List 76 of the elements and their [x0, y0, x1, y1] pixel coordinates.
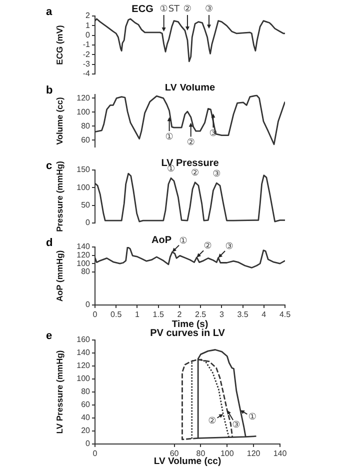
x-tick-label: 0: [92, 310, 98, 320]
y-tick-label: 80: [81, 121, 91, 130]
text: b: [46, 84, 53, 97]
x-tick-label: 120: [246, 449, 261, 458]
y-tick-label: 0: [86, 218, 91, 228]
x-tick-label: 0: [92, 449, 98, 458]
y-tick-label: 100: [76, 258, 91, 268]
x-tick-label: 60: [170, 449, 180, 458]
x-tick-label: 1.5: [152, 310, 164, 320]
text: c: [46, 160, 52, 172]
x-tick-label: 100: [220, 449, 234, 458]
y-tick-label: 60: [81, 135, 91, 144]
y-tick-label: -3: [82, 60, 91, 69]
y-tick-label: 160: [76, 335, 91, 344]
annotation: ②: [191, 168, 200, 179]
x-tick-label: 3: [219, 310, 224, 320]
y-tick-label: 50: [81, 200, 91, 210]
y-tick-label: 1: [86, 20, 91, 30]
y-tick-label: -2: [82, 50, 91, 59]
y-axis-title: Pressure (mmHg): [54, 160, 64, 232]
y-tick-label: 0: [86, 439, 91, 448]
annotation: ST: [168, 4, 180, 14]
annotation: ③: [204, 4, 214, 14]
y-axis-title: ECG (mV): [54, 24, 64, 65]
x-tick-label: 4: [262, 310, 267, 320]
y-tick-label: 80: [81, 267, 91, 276]
y-tick-label: 100: [76, 374, 91, 384]
y-axis-title: AoP (mmHg): [54, 250, 64, 302]
x-tick-label: 2.5: [194, 310, 207, 320]
y-tick-label: 120: [76, 250, 91, 260]
y-tick-label: 20: [81, 426, 91, 436]
x-tick-label: 1: [134, 310, 140, 320]
annotation: ③: [225, 242, 234, 252]
chart-title: AoP: [152, 235, 172, 246]
annotation: ②: [183, 4, 192, 14]
y-tick-label: -1: [82, 40, 91, 50]
y-tick-label: 80: [81, 387, 91, 396]
y-tick-label: 100: [76, 182, 91, 192]
annotation: ③: [209, 128, 218, 139]
annotation: ③: [212, 169, 221, 180]
y-tick-label: 100: [76, 107, 91, 116]
chart-title: PV curves in LV: [150, 328, 226, 339]
y-axis-title: LV Pressure (mmHg): [54, 350, 64, 434]
x-tick-label: 4.5: [279, 310, 292, 320]
annotation: ②: [208, 416, 216, 426]
x-tick-label: 80: [196, 449, 206, 458]
text: a: [46, 6, 53, 18]
y-tick-label: -4: [82, 69, 91, 78]
text: d: [46, 237, 53, 249]
y-tick-label: 0: [86, 30, 91, 40]
y-tick-label: 40: [81, 413, 91, 422]
annotation: ③: [232, 420, 240, 431]
annotation: ②: [204, 242, 212, 252]
y-tick-label: 150: [76, 165, 91, 174]
annotation: ①: [165, 132, 174, 142]
annotation: ①: [179, 236, 188, 246]
y-axis-title: Volume (cc): [54, 97, 64, 145]
y-tick-label: 120: [76, 93, 91, 102]
text: e: [46, 330, 52, 342]
annotation: ①: [166, 164, 176, 174]
y-tick-label: 0: [86, 300, 91, 310]
y-tick-label: 2: [86, 11, 91, 20]
annotation: ①: [248, 412, 256, 423]
y-tick-label: 140: [76, 348, 91, 358]
chart-title: ECG: [132, 4, 154, 15]
annotation: ②: [186, 138, 195, 148]
x-axis-title: Time (s): [172, 318, 208, 330]
x-axis-title: LV Volume (cc): [154, 456, 222, 467]
y-tick-label: 120: [76, 361, 91, 370]
annotation: ①: [160, 4, 168, 14]
y-tick-label: 140: [76, 242, 91, 252]
x-tick-label: 0.5: [110, 310, 122, 320]
y-tick-label: 60: [81, 400, 91, 410]
x-tick-label: 3.5: [237, 310, 249, 320]
x-tick-label: 2: [177, 310, 182, 320]
x-tick-label: 140: [273, 449, 288, 458]
